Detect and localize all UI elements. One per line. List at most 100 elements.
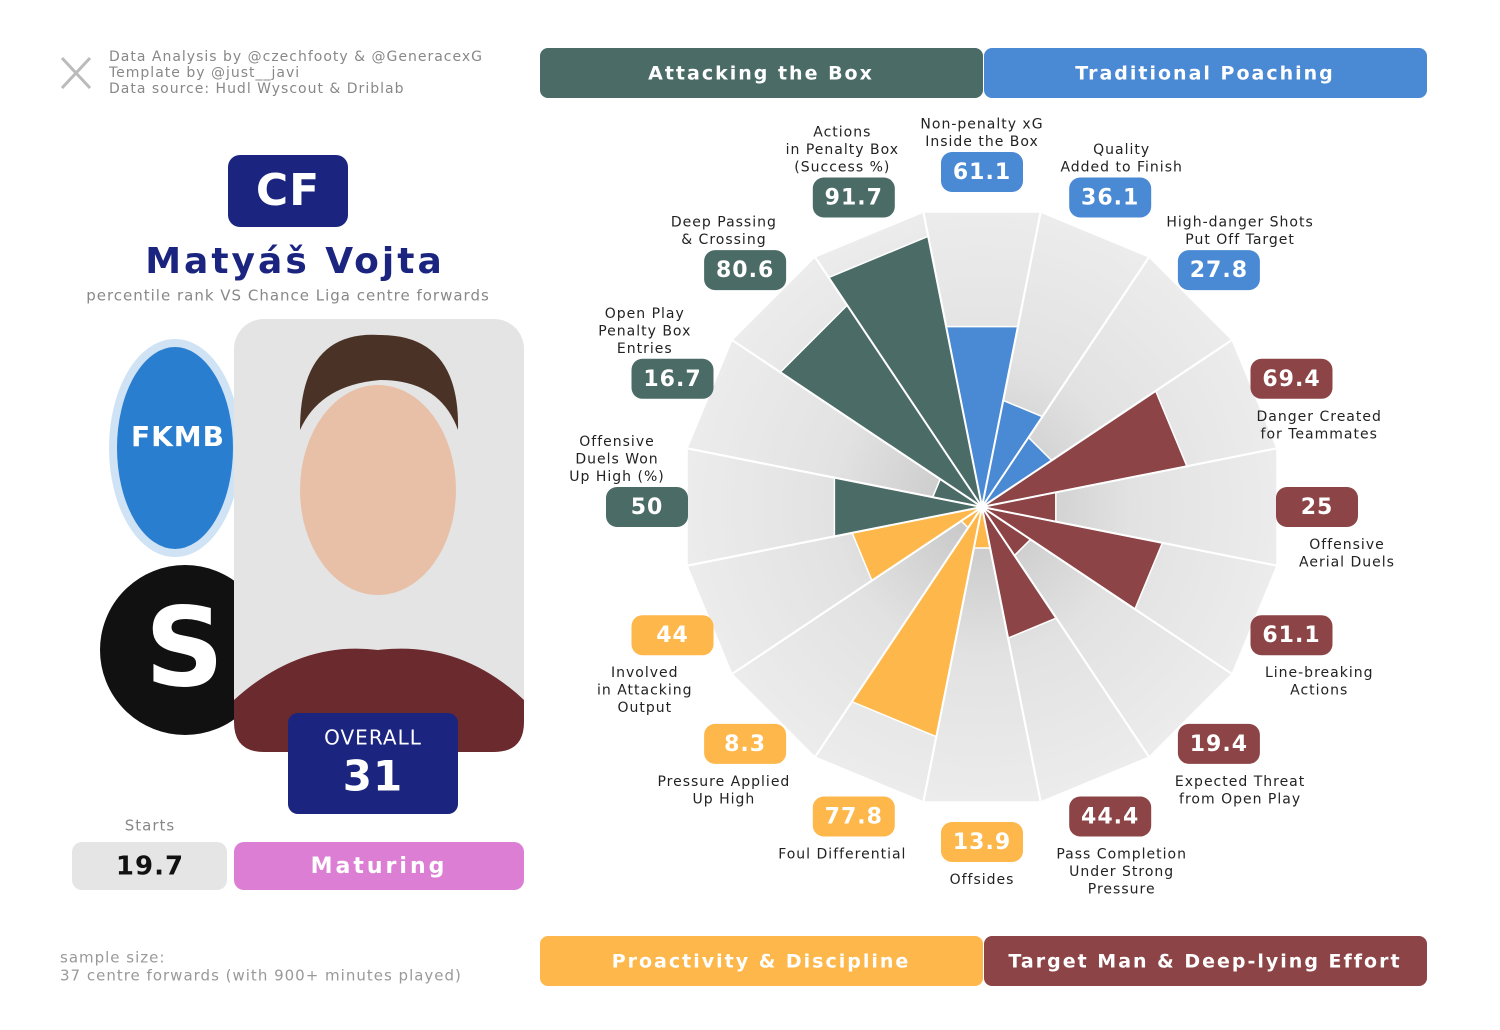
value-label: 27.8 — [1190, 258, 1248, 283]
spoke — [922, 211, 983, 508]
slice-label: High-danger Shots — [1166, 215, 1313, 231]
slice-label: Inside the Box — [925, 134, 1039, 150]
value-label: 77.8 — [825, 804, 883, 829]
svg-text:FKMB: FKMB — [131, 420, 225, 453]
slice-label: Under Strong — [1069, 864, 1174, 880]
group-name: Attacking the Box — [648, 63, 874, 85]
overall-label: OVERALL — [324, 726, 422, 750]
slice-label: Actions — [1290, 683, 1348, 699]
value-box — [606, 487, 688, 527]
player-name: Matyáš Vojta — [145, 241, 445, 282]
spoke — [981, 447, 1278, 508]
value-box — [1069, 796, 1152, 837]
value-box — [704, 250, 787, 291]
spoke — [731, 338, 983, 508]
value-label: 44.4 — [1081, 804, 1139, 829]
value-label: 19.4 — [1190, 732, 1248, 757]
slice-label: in Attacking — [597, 683, 693, 699]
spoke — [981, 211, 1042, 508]
value-box — [1069, 177, 1152, 218]
value-box — [1276, 487, 1358, 527]
slice-label: Pressure — [1088, 881, 1156, 897]
slice-label: Danger Created — [1257, 409, 1382, 425]
slice-label: for Teammates — [1261, 426, 1378, 442]
starts-value: 19.7 — [116, 852, 184, 882]
spoke — [813, 506, 983, 758]
slice-label: Non-penalty xG — [920, 117, 1043, 133]
subtitle: percentile rank VS Chance Liga centre fo… — [86, 287, 490, 305]
slice-label: Up High — [693, 791, 756, 807]
value-box — [631, 358, 714, 399]
value-label: 61.1 — [953, 160, 1011, 185]
value-box — [812, 796, 895, 837]
value-box — [812, 177, 895, 218]
value-label: 69.4 — [1262, 367, 1320, 392]
value-label: 80.6 — [716, 258, 774, 283]
value-label: 61.1 — [1262, 623, 1320, 648]
slice-label: Added to Finish — [1060, 160, 1182, 176]
starts-label: Starts — [125, 817, 175, 835]
value-label: 36.1 — [1081, 186, 1139, 211]
stage: Maturing — [311, 854, 448, 879]
slice-label: Quality — [1093, 142, 1150, 158]
group-name: Traditional Poaching — [1075, 63, 1335, 85]
overall-box — [288, 713, 458, 814]
slice-label: Put Off Target — [1185, 232, 1295, 248]
slice-label: Duels Won — [575, 452, 658, 468]
slice-label: Actions — [813, 125, 871, 141]
value-label: 50 — [631, 495, 664, 520]
value-box — [704, 723, 787, 764]
spoke — [981, 506, 1233, 676]
spoke — [981, 506, 1151, 758]
position-badge — [228, 155, 348, 227]
credit: Template by @just__javi — [108, 65, 300, 81]
spoke — [686, 447, 983, 508]
overall-value: 31 — [343, 752, 403, 801]
spoke — [731, 506, 983, 676]
group-header — [540, 936, 983, 986]
slice-label: in Penalty Box — [786, 142, 899, 158]
slice-label: Line-breaking — [1265, 665, 1374, 681]
slice-label: Involved — [611, 665, 679, 681]
spoke — [686, 506, 983, 567]
slice-label: Entries — [617, 341, 673, 357]
svg-text:S: S — [145, 583, 225, 711]
spoke — [981, 338, 1233, 508]
group-name: Proactivity & Discipline — [612, 951, 911, 973]
club-badges: FKMB S — [94, 339, 276, 741]
slice-label: Pass Completion — [1056, 846, 1187, 862]
stage-box — [234, 842, 524, 890]
x-logo — [60, 56, 92, 90]
spoke — [981, 256, 1151, 508]
value-label: 25 — [1301, 495, 1334, 520]
slice-label: Deep Passing — [671, 215, 777, 231]
value-label: 44 — [656, 623, 689, 648]
spoke — [922, 506, 983, 803]
spoke — [981, 506, 1042, 803]
value-box — [631, 615, 714, 656]
slice-label: Foul Differential — [778, 846, 906, 862]
slice-label: Output — [617, 700, 672, 716]
credit: Data Analysis by @czechfooty & @Generace… — [109, 49, 483, 65]
starts-box — [72, 842, 227, 890]
slice-label: & Crossing — [681, 232, 766, 248]
spoke — [981, 506, 1278, 567]
slice-label: Open Play — [605, 306, 685, 322]
slice-label: from Open Play — [1179, 791, 1301, 807]
value-label: 91.7 — [825, 186, 883, 211]
slice-label: Offensive — [1309, 537, 1384, 553]
slice-label: Penalty Box — [598, 323, 691, 339]
spoke — [813, 256, 983, 508]
slice-label: Aerial Duels — [1299, 555, 1395, 571]
value-box — [1250, 358, 1333, 399]
credit: Data source: Hudl Wyscout & Driblab — [109, 81, 404, 97]
value-box — [1250, 615, 1333, 656]
slice-label: Up High (%) — [569, 469, 664, 485]
slice-label: Offsides — [950, 872, 1015, 888]
value-box — [941, 822, 1023, 862]
value-box — [941, 152, 1023, 192]
group-header — [984, 48, 1427, 98]
sample-size: sample size: — [60, 949, 165, 967]
